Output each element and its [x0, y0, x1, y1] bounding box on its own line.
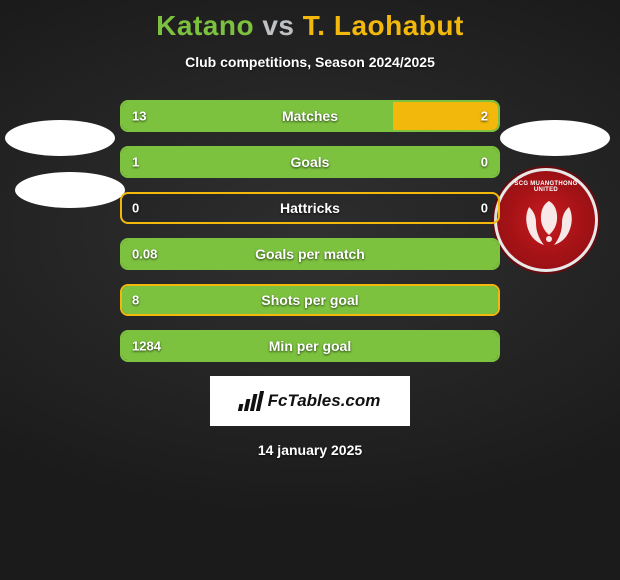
- stat-value-left: 0.08: [132, 247, 157, 262]
- stat-label: Goals: [291, 154, 330, 170]
- stat-bar: 0.08 Goals per match: [120, 238, 500, 270]
- player2-club-badge: SCG MUANGTHONG UNITED: [494, 168, 598, 272]
- snapshot-date: 14 january 2025: [0, 442, 620, 458]
- stat-bar: 0 0 Hattricks: [120, 192, 500, 224]
- stat-bar: 1 0 Goals: [120, 146, 500, 178]
- stat-value-left: 1284: [132, 339, 161, 354]
- player1-avatar-placeholder: [5, 120, 115, 156]
- stat-label: Goals per match: [255, 246, 365, 262]
- stat-value-left: 0: [132, 201, 139, 216]
- stat-value-left: 13: [132, 109, 146, 124]
- fctables-brand-box: FcTables.com: [210, 376, 410, 426]
- stat-bar: 8 Shots per goal: [120, 284, 500, 316]
- stat-value-right: 0: [481, 201, 488, 216]
- subtitle: Club competitions, Season 2024/2025: [0, 54, 620, 70]
- fctables-brand-text: FcTables.com: [268, 391, 381, 411]
- comparison-title: Katano vs T. Laohabut: [0, 0, 620, 42]
- stat-label: Shots per goal: [261, 292, 358, 308]
- fctables-logo-icon: [237, 391, 263, 411]
- player1-club-placeholder: [15, 172, 125, 208]
- player2-name: T. Laohabut: [303, 10, 464, 41]
- stat-value-right: 2: [481, 109, 488, 124]
- stat-bar-fill-left: [122, 102, 393, 130]
- stat-value-right: 0: [481, 155, 488, 170]
- stat-bar: 13 2 Matches: [120, 100, 500, 132]
- stat-label: Hattricks: [280, 200, 340, 216]
- stat-value-left: 1: [132, 155, 139, 170]
- stat-label: Min per goal: [269, 338, 351, 354]
- stat-label: Matches: [282, 108, 338, 124]
- player1-name: Katano: [156, 10, 254, 41]
- club-badge-icon: [514, 187, 584, 257]
- vs-text: vs: [262, 10, 294, 41]
- stat-value-left: 8: [132, 293, 139, 308]
- player2-avatar-placeholder: [500, 120, 610, 156]
- stat-bars: 13 2 Matches 1 0 Goals 0 0 Hattricks 0.08 Goals pe…: [120, 100, 500, 362]
- stat-bar: 1284 Min per goal: [120, 330, 500, 362]
